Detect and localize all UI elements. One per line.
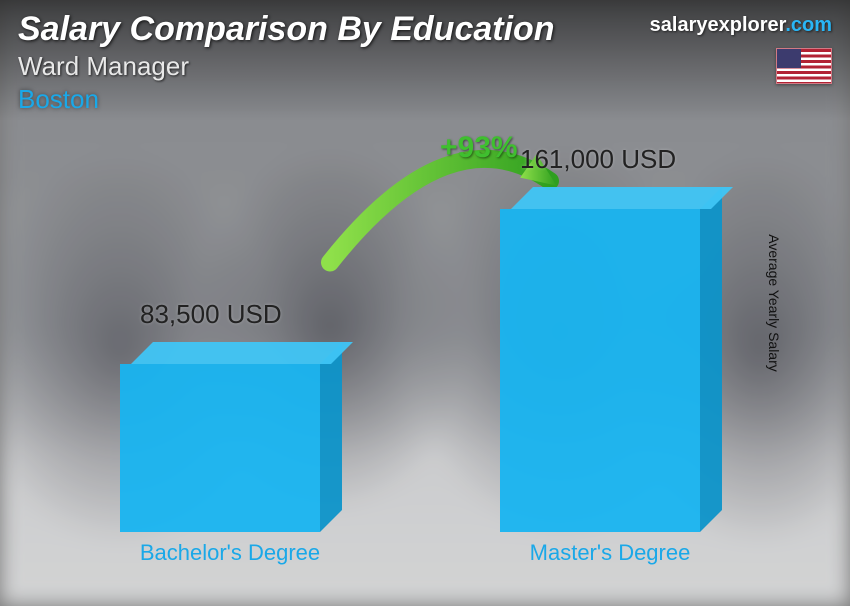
flag-icon (776, 48, 832, 84)
chart-location: Boston (18, 84, 832, 115)
brand-main: salaryexplorer (650, 14, 786, 36)
bar-value-label: 83,500 USD (140, 299, 282, 330)
brand-domain: .com (785, 14, 832, 36)
bar-side (700, 187, 722, 532)
increase-percent-label: +93% (440, 131, 518, 165)
bar-top (131, 342, 353, 364)
bar-face (500, 209, 700, 532)
bar-category-label: Master's Degree (460, 540, 760, 566)
bar-side (320, 342, 342, 532)
bar-value-label: 161,000 USD (520, 144, 676, 175)
brand-logo: salaryexplorer.com (650, 14, 832, 37)
bar-face (120, 364, 320, 532)
bar-top (511, 187, 733, 209)
bar-category-label: Bachelor's Degree (80, 540, 380, 566)
chart-subtitle: Ward Manager (18, 51, 832, 82)
bar-chart: Bachelor's Degree 83,500 USD Master's Degr… (60, 150, 790, 566)
